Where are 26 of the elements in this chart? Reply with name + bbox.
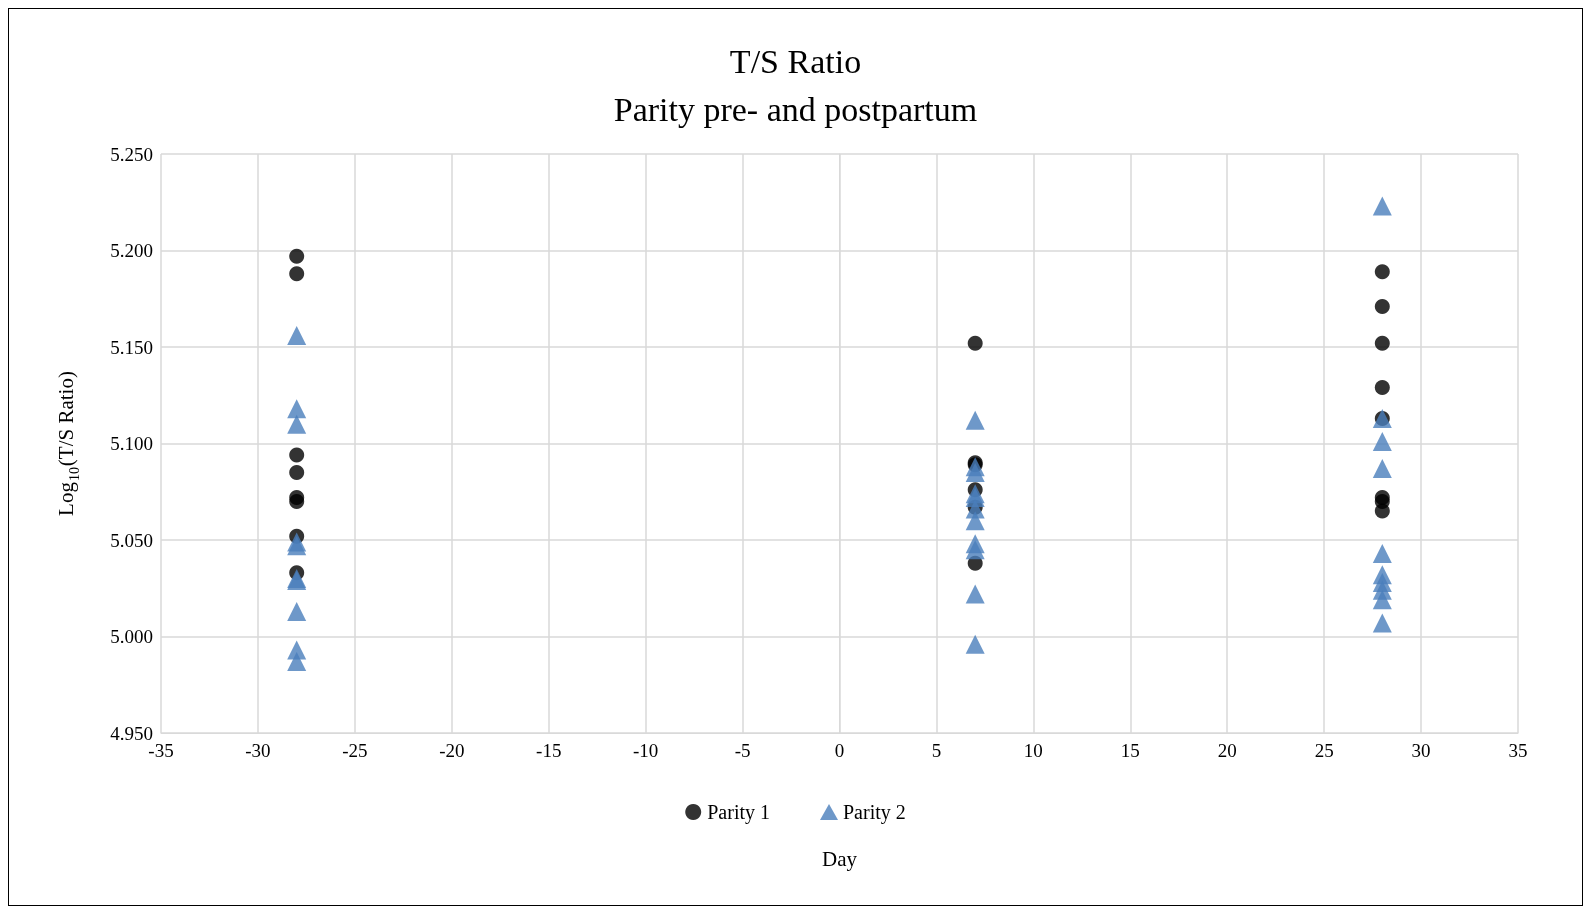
legend-label: Parity 2 xyxy=(843,801,906,824)
x-tick-label: 0 xyxy=(834,740,845,761)
x-tick-label: -20 xyxy=(439,740,465,761)
legend-label: Parity 1 xyxy=(707,801,771,824)
y-tick-label: 5.050 xyxy=(110,529,153,551)
y-axis-title: Log10(T/S Ratio) xyxy=(54,371,82,516)
y-tick-label: 5.200 xyxy=(110,240,153,261)
x-tick-label: 15 xyxy=(1120,740,1140,761)
x-tick-label: 5 xyxy=(931,740,942,761)
y-tick-label: 5.150 xyxy=(110,336,153,358)
x-tick-label: -15 xyxy=(536,740,562,761)
y-tick-label: 5.000 xyxy=(110,626,153,647)
y-tick-label: 5.250 xyxy=(110,143,153,165)
y-tick-label: 5.100 xyxy=(110,433,153,454)
x-tick-label: -5 xyxy=(734,740,751,761)
x-tick-label: -30 xyxy=(245,740,271,761)
x-tick-label: -25 xyxy=(342,740,368,761)
x-tick-label: -10 xyxy=(632,740,659,761)
x-tick-label: 25 xyxy=(1314,740,1334,761)
x-axis-title: Day xyxy=(822,846,858,871)
chart-title: T/S Ratio xyxy=(729,42,862,80)
chart-subtitle: Parity pre- and postpartum xyxy=(613,90,978,128)
x-tick-label: 20 xyxy=(1217,740,1237,761)
x-tick-label: 35 xyxy=(1508,740,1528,761)
x-tick-label: 30 xyxy=(1411,740,1431,761)
x-tick-label: 10 xyxy=(1023,740,1043,761)
